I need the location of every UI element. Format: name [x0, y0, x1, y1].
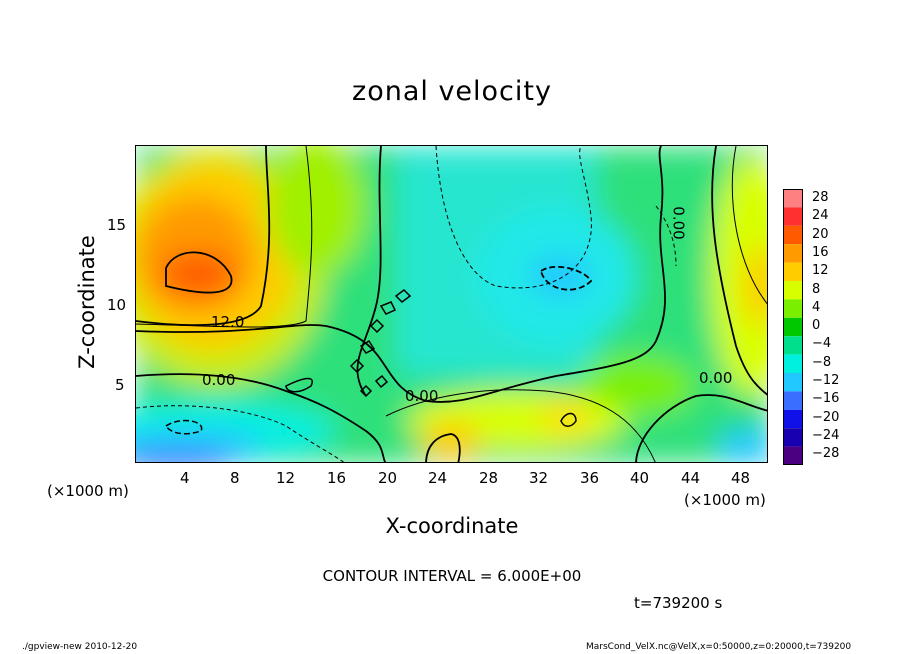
colorbar-swatch — [783, 391, 803, 410]
chart-title: zonal velocity — [352, 76, 552, 107]
colorbar-border — [783, 189, 803, 465]
colorbar-swatch — [783, 262, 803, 281]
x-tick-label: 40 — [630, 469, 650, 487]
colorbar-label: −20 — [812, 409, 840, 425]
y-tick-label: 15 — [107, 216, 127, 234]
colorbar-label: 12 — [812, 263, 829, 279]
colorbar-label: −12 — [812, 373, 840, 388]
x-tick-label: 48 — [731, 469, 751, 487]
contour-interval-note: CONTOUR INTERVAL = 6.000E+00 — [322, 567, 582, 585]
colorbar — [783, 189, 803, 465]
colorbar-label: 28 — [812, 190, 829, 205]
colorbar-swatch — [783, 225, 803, 245]
colorbar-label: −28 — [812, 446, 840, 462]
colorbar-label: −8 — [812, 354, 832, 370]
x-unit-label-left: (×1000 m) — [47, 482, 129, 500]
colorbar-swatch — [783, 281, 803, 300]
x-tick-label: 4 — [180, 469, 190, 487]
colorbar-swatch — [783, 336, 803, 355]
x-tick-label: 44 — [681, 469, 701, 487]
x-axis-label: X-coordinate — [385, 514, 519, 538]
colorbar-label: 0 — [812, 318, 821, 334]
colorbar-swatch — [783, 299, 803, 318]
footer-right: MarsCond_VelX.nc@VelX,x=0:50000,z=0:2000… — [586, 642, 852, 652]
contour-label: 0.00 — [202, 371, 236, 389]
time-note: t=739200 s — [634, 594, 723, 612]
colorbar-swatch — [783, 446, 803, 465]
contour-label: 0.00 — [699, 369, 733, 387]
y-tick-label: 5 — [115, 376, 125, 394]
colorbar-label: 8 — [812, 281, 821, 297]
colorbar-swatch — [783, 189, 803, 208]
y-tick-label: 10 — [107, 296, 127, 314]
x-tick-label: 36 — [580, 469, 600, 487]
contour-label: 0.00 — [405, 387, 439, 405]
colorbar-swatch — [783, 428, 803, 447]
x-unit-label-right: (×1000 m) — [684, 491, 766, 509]
x-tick-label: 8 — [230, 469, 240, 487]
footer-left: ./gpview-new 2010-12-20 — [22, 642, 138, 652]
contour-noise — [349, 289, 412, 398]
contour-label: 12.0 — [211, 313, 245, 331]
colorbar-label: −24 — [812, 427, 840, 443]
colorbar-label: 16 — [812, 244, 829, 260]
contour-label: 0.00 — [669, 206, 688, 240]
colorbar-label: −4 — [812, 336, 832, 352]
x-tick-label: 12 — [276, 469, 296, 487]
colorbar-swatch — [783, 373, 803, 392]
colorbar-label: 24 — [812, 208, 829, 224]
heatmap-field — [136, 146, 767, 462]
colorbar-label: 4 — [812, 299, 821, 315]
colorbar-swatch — [783, 409, 803, 429]
x-tick-label: 24 — [428, 469, 448, 487]
plot-area — [135, 145, 768, 463]
contour-lines — [136, 146, 767, 462]
colorbar-swatch — [783, 207, 803, 226]
colorbar-swatch — [783, 317, 803, 337]
x-tick-label: 16 — [327, 469, 347, 487]
x-tick-label: 20 — [378, 469, 398, 487]
x-tick-label: 32 — [529, 469, 549, 487]
colorbar-swatch — [783, 244, 803, 263]
colorbar-swatch — [783, 354, 803, 373]
x-tick-label: 28 — [479, 469, 499, 487]
colorbar-label: −16 — [812, 391, 840, 407]
colorbar-label: 20 — [812, 226, 829, 242]
y-axis-label: Z-coordinate — [75, 235, 99, 369]
